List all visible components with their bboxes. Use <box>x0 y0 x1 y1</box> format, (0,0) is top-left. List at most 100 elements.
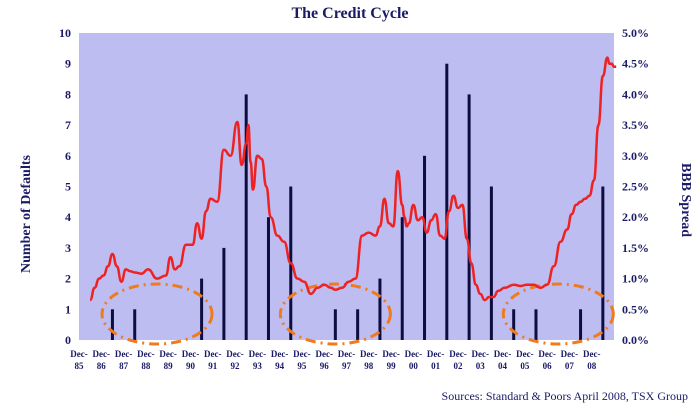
x-tick-label: Dec- <box>583 349 601 359</box>
x-tick-label: Dec- <box>338 349 356 359</box>
x-tick-label: Dec- <box>226 349 244 359</box>
y-tick-label: 6 <box>65 149 71 163</box>
bar <box>512 309 516 340</box>
x-tick-label: 96 <box>320 361 330 371</box>
bar <box>133 309 137 340</box>
y2-axis-label: BBB Spread <box>678 163 693 237</box>
bar <box>356 309 360 340</box>
y2-tick-label: 4.5% <box>622 57 649 71</box>
x-tick-label: Dec- <box>449 349 467 359</box>
y2-tick-label: 1.0% <box>622 272 649 286</box>
x-tick-label: Dec- <box>204 349 222 359</box>
x-tick-label: 86 <box>97 361 107 371</box>
annotation-ellipse <box>278 282 392 346</box>
bar <box>601 186 605 340</box>
x-tick-label: Dec- <box>561 349 579 359</box>
x-tick-label: Dec- <box>70 349 88 359</box>
y2-tick-label: 1.5% <box>622 241 649 255</box>
x-tick-label: 95 <box>297 361 307 371</box>
y-tick-label: 1 <box>65 302 71 316</box>
bar <box>489 186 493 340</box>
x-tick-label: 87 <box>119 361 129 371</box>
x-tick-label: 85 <box>75 361 85 371</box>
annotation-ellipse <box>501 282 615 346</box>
bar <box>445 63 449 340</box>
annotation-ellipse <box>100 282 214 346</box>
x-tick-label: 03 <box>476 361 486 371</box>
bar <box>110 309 114 340</box>
x-tick-label: 02 <box>453 361 463 371</box>
x-tick-label: Dec- <box>271 349 289 359</box>
y-tick-label: 5 <box>65 180 71 194</box>
x-tick-label: Dec- <box>93 349 111 359</box>
y2-tick-label: 2.0% <box>622 210 649 224</box>
x-tick-label: Dec- <box>182 349 200 359</box>
x-tick-label: 06 <box>543 361 553 371</box>
x-tick-label: 94 <box>275 361 285 371</box>
x-tick-label: 01 <box>431 361 441 371</box>
bar <box>333 309 337 340</box>
annotation-ellipses <box>100 282 615 346</box>
x-tick-label: 89 <box>164 361 174 371</box>
bar <box>266 217 270 340</box>
spread-line <box>89 56 617 302</box>
bar <box>222 247 226 340</box>
x-tick-label: Dec- <box>137 349 155 359</box>
y-tick-label: 10 <box>59 26 71 40</box>
x-tick-label: 08 <box>587 361 597 371</box>
x-tick-label: 07 <box>565 361 575 371</box>
x-tick-label: Dec- <box>405 349 423 359</box>
x-tick-label: 93 <box>253 361 263 371</box>
x-tick-label: Dec- <box>159 349 177 359</box>
y2-tick-label: 0.0% <box>622 333 649 347</box>
y2-tick-label: 0.5% <box>622 302 649 316</box>
bar <box>423 155 427 340</box>
x-tick-label: Dec- <box>293 349 311 359</box>
x-tick-label: 92 <box>231 361 241 371</box>
bar <box>534 309 538 340</box>
y-axis-label: Number of Defaults <box>19 154 34 273</box>
y-tick-label: 9 <box>65 57 71 71</box>
y-tick-label: 0 <box>65 333 71 347</box>
x-tick-label: Dec- <box>360 349 378 359</box>
bar <box>467 94 471 341</box>
spread-line-group <box>89 56 617 302</box>
plot-area <box>79 33 614 340</box>
x-tick-label: Dec- <box>472 349 490 359</box>
x-tick-label: Dec- <box>516 349 534 359</box>
y2-tick-label: 4.0% <box>622 87 649 101</box>
y2-tick-label: 3.5% <box>622 118 649 132</box>
x-tick-label: 97 <box>342 361 352 371</box>
x-tick-label: 88 <box>141 361 151 371</box>
x-tick-label: 05 <box>520 361 530 371</box>
bar <box>244 94 248 341</box>
x-tick-label: 04 <box>498 361 508 371</box>
x-tick-label: Dec- <box>427 349 445 359</box>
right-axis-ticks: 0.0% 0.5% 1.0% 1.5% 2.0% 2.5% 3.0% 3.5% 4.0% 4.5%… <box>622 26 649 347</box>
bar <box>400 217 404 340</box>
bar <box>200 278 204 340</box>
chart-title: The Credit Cycle <box>291 5 408 22</box>
x-tick-label: Dec- <box>249 349 267 359</box>
bar <box>378 278 382 340</box>
x-tick-label: Dec- <box>382 349 400 359</box>
x-tick-label: 90 <box>186 361 196 371</box>
y2-tick-label: 5.0% <box>622 26 649 40</box>
x-tick-label: 91 <box>208 361 218 371</box>
y2-tick-label: 2.5% <box>622 180 649 194</box>
source-note: Sources: Standard & Poors April 2008, TS… <box>442 389 688 403</box>
x-tick-label: 98 <box>364 361 374 371</box>
x-axis-ticks: Dec- 85 Dec- 86 Dec- 87 Dec- 88 Dec- 89 Dec- 90 Dec-… <box>70 349 600 371</box>
y2-tick-label: 3.0% <box>622 149 649 163</box>
bar <box>579 309 583 340</box>
y-tick-label: 3 <box>65 241 71 255</box>
x-tick-label: Dec- <box>494 349 512 359</box>
x-tick-label: Dec- <box>538 349 556 359</box>
left-axis-ticks: 0 1 2 3 4 5 6 7 8 9 10 <box>59 26 71 347</box>
x-tick-label: Dec- <box>115 349 133 359</box>
y-tick-label: 4 <box>65 210 71 224</box>
x-tick-label: 99 <box>387 361 397 371</box>
y-tick-label: 8 <box>65 87 71 101</box>
y-tick-label: 7 <box>65 118 71 132</box>
